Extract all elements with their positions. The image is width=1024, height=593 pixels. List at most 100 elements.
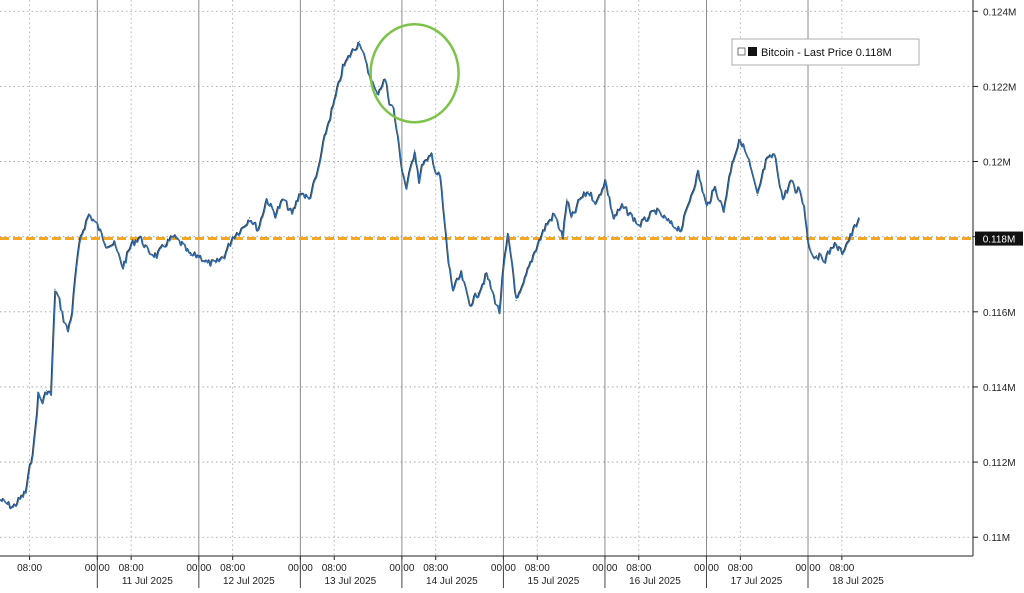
x-date-label: 16 Jul 2025	[629, 576, 681, 587]
series-point	[206, 262, 208, 264]
series-point	[282, 198, 285, 200]
series-point	[79, 236, 81, 238]
x-tick-label: 08:00	[220, 563, 245, 574]
series-point	[807, 239, 809, 242]
x-date-label: 12 Jul 2025	[223, 576, 275, 587]
x-date-label: 18 Jul 2025	[832, 576, 884, 587]
series-point	[333, 100, 335, 103]
series-point	[794, 190, 796, 193]
y-tick-label: 0.114M	[983, 383, 1016, 394]
series-point	[515, 299, 517, 302]
series-point	[460, 273, 462, 275]
series-point	[58, 299, 60, 302]
series-point	[37, 393, 39, 396]
series-point	[105, 243, 107, 245]
series-point	[574, 209, 576, 211]
series-point	[435, 172, 437, 174]
series-point	[265, 198, 268, 200]
series-point	[189, 254, 191, 257]
series-point	[566, 198, 568, 200]
series-point	[130, 243, 132, 245]
series-point	[604, 179, 606, 181]
x-tick-label: 08:00	[423, 563, 448, 574]
series-point	[291, 213, 293, 215]
series-point	[418, 179, 420, 181]
series-point	[494, 299, 496, 302]
series-point	[824, 258, 826, 260]
series-layer	[0, 40, 861, 510]
y-tick-label: 0.124M	[983, 7, 1016, 18]
series-point	[41, 401, 43, 403]
series-point	[803, 206, 805, 208]
x-tick-label: 08:00	[525, 563, 550, 574]
series-point	[164, 243, 166, 245]
series-point	[413, 149, 416, 151]
series-point	[223, 254, 225, 257]
series-point	[528, 266, 530, 268]
series-point	[45, 390, 48, 392]
x-tick-label: 08:00	[829, 563, 854, 574]
series-line-bitcoin	[0, 42, 861, 510]
series-point	[612, 217, 615, 219]
series-point	[443, 221, 445, 223]
series-point	[375, 93, 378, 95]
series-point	[240, 228, 242, 230]
series-point	[519, 292, 521, 294]
series-point	[748, 160, 750, 163]
series-point	[388, 100, 390, 103]
series-point	[122, 266, 124, 268]
last-price-tag	[975, 231, 1023, 246]
series-point	[545, 224, 547, 227]
series-point	[172, 236, 175, 238]
series-point	[88, 213, 90, 215]
series-point	[71, 311, 73, 313]
series-point	[75, 266, 77, 268]
series-point	[595, 202, 598, 204]
y-tick-label: 0.12M	[983, 158, 1011, 169]
series-point	[215, 262, 217, 264]
series-point	[782, 198, 784, 200]
series-point	[858, 217, 860, 219]
x-date-label: 14 Jul 2025	[426, 576, 478, 587]
series-point	[232, 236, 234, 238]
series-point	[147, 251, 149, 253]
series-point	[248, 217, 251, 219]
series-point	[697, 172, 699, 174]
series-point	[832, 243, 834, 245]
series-point	[815, 254, 818, 257]
series-point	[638, 224, 640, 227]
series-point	[485, 273, 488, 275]
grid	[0, 0, 973, 556]
series-point	[405, 187, 407, 189]
series-shadow-line	[0, 41, 860, 509]
series-point	[739, 138, 741, 140]
series-point	[562, 236, 564, 238]
series-point	[714, 187, 716, 189]
series-point	[553, 213, 555, 215]
x-tick-label: 08:00	[626, 563, 651, 574]
series-point	[452, 288, 454, 290]
series-point	[426, 160, 428, 163]
series-point	[113, 243, 115, 245]
legend: Bitcoin - Last Price 0.118M	[731, 38, 920, 66]
series-point	[257, 228, 259, 230]
series-point	[688, 198, 691, 200]
series-point	[790, 179, 792, 181]
x-date-label: 13 Jul 2025	[325, 576, 377, 587]
series-point	[24, 491, 26, 493]
series-point	[358, 40, 361, 42]
series-point	[511, 262, 513, 264]
series-point	[316, 172, 318, 174]
series-point	[139, 236, 141, 238]
series-point	[773, 153, 775, 155]
series-point	[578, 198, 581, 200]
y-tick-label: 0.112M	[983, 458, 1016, 469]
series-point	[198, 254, 200, 257]
series-point	[536, 243, 538, 245]
x-tick-label: 08:00	[728, 563, 753, 574]
series-point	[96, 224, 98, 227]
last-price-tag-label: 0.118M	[983, 235, 1016, 246]
series-point	[409, 168, 411, 170]
